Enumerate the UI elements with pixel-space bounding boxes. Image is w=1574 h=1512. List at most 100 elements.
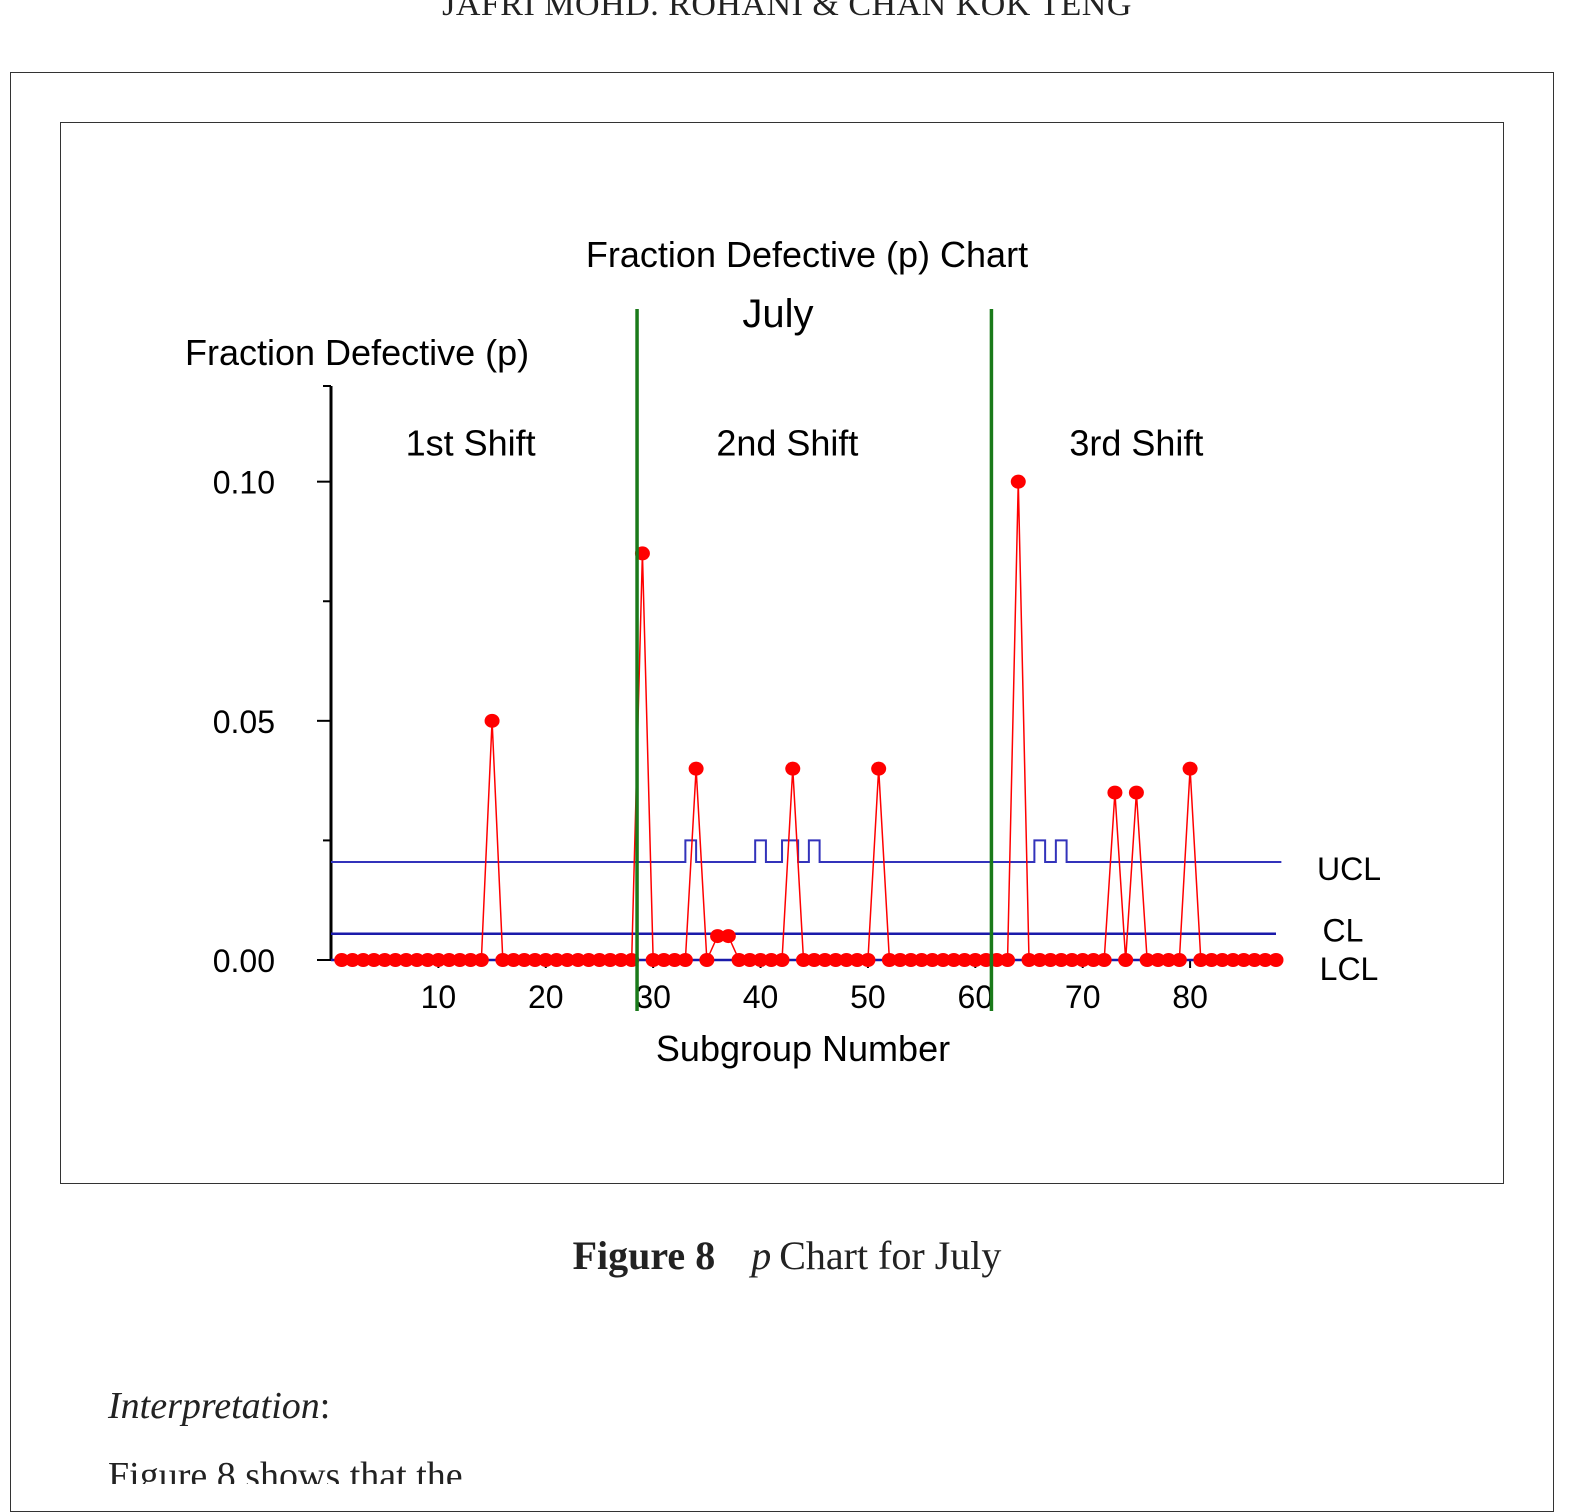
data-point bbox=[667, 953, 683, 967]
data-point bbox=[516, 953, 532, 967]
series-line bbox=[341, 481, 1276, 961]
data-point bbox=[656, 953, 672, 967]
data-point bbox=[785, 761, 801, 776]
data-point bbox=[817, 953, 833, 967]
data-point bbox=[957, 953, 973, 967]
data-point bbox=[409, 953, 425, 967]
caption-text: Chart for July bbox=[779, 1233, 1002, 1278]
shift-label: 1st Shift bbox=[406, 422, 536, 463]
data-point bbox=[924, 953, 940, 967]
data-point bbox=[1053, 953, 1069, 967]
x-tick-label: 20 bbox=[528, 979, 564, 1015]
data-point bbox=[613, 953, 629, 967]
data-point bbox=[366, 953, 382, 967]
p-chart: Fraction Defective (p) Chart July Fracti… bbox=[185, 234, 1381, 1069]
data-point bbox=[549, 953, 565, 967]
body-text-partial: Figure 8 shows that the ... bbox=[108, 1455, 501, 1484]
data-point bbox=[1225, 953, 1241, 967]
x-tick-label: 30 bbox=[635, 979, 671, 1015]
ucl-label: UCL bbox=[1317, 851, 1381, 887]
data-point bbox=[344, 953, 360, 967]
chart-subtitle: July bbox=[742, 292, 813, 336]
data-point bbox=[334, 953, 350, 967]
data-point bbox=[1193, 953, 1209, 967]
data-point bbox=[860, 953, 876, 967]
data-point bbox=[1236, 953, 1252, 967]
data-point bbox=[377, 953, 393, 967]
data-point bbox=[1257, 953, 1273, 967]
data-point bbox=[1107, 785, 1123, 800]
data-point bbox=[602, 953, 618, 967]
data-point bbox=[710, 929, 726, 944]
data-point bbox=[871, 761, 887, 776]
interpretation-colon: : bbox=[319, 1385, 331, 1427]
data-point bbox=[1075, 953, 1091, 967]
data-point bbox=[1032, 953, 1048, 967]
data-point bbox=[774, 953, 790, 967]
x-tick-label: 60 bbox=[958, 979, 994, 1015]
data-point bbox=[398, 953, 414, 967]
y-tick-label: 0.00 bbox=[213, 943, 275, 979]
figure-caption: Figure 8 p Chart for July bbox=[0, 1232, 1574, 1279]
cl-label: CL bbox=[1323, 913, 1364, 949]
data-point bbox=[806, 953, 822, 967]
data-point bbox=[506, 953, 522, 967]
data-point bbox=[731, 953, 747, 967]
data-point bbox=[838, 953, 854, 967]
data-point bbox=[452, 953, 468, 967]
data-point bbox=[1150, 953, 1166, 967]
data-point bbox=[1000, 953, 1016, 967]
x-tick-label: 80 bbox=[1172, 979, 1208, 1015]
x-tick-label: 50 bbox=[850, 979, 886, 1015]
data-point bbox=[1042, 953, 1058, 967]
chart-frame: Fraction Defective (p) Chart July Fracti… bbox=[60, 122, 1504, 1184]
data-point bbox=[849, 953, 865, 967]
data-point bbox=[441, 953, 457, 967]
data-point bbox=[967, 953, 983, 967]
data-point bbox=[935, 953, 951, 967]
x-tick-label: 40 bbox=[743, 979, 779, 1015]
data-point bbox=[463, 953, 479, 967]
data-point bbox=[1064, 953, 1080, 967]
data-point bbox=[527, 953, 543, 967]
data-point bbox=[763, 953, 779, 967]
x-tick-label: 10 bbox=[421, 979, 457, 1015]
y-axis-label: Fraction Defective (p) bbox=[185, 332, 529, 373]
data-point bbox=[484, 713, 500, 728]
running-head: JAFRI MOHD. ROHANI & CHAN KOK TENG bbox=[442, 0, 1132, 23]
caption-p: p bbox=[751, 1233, 772, 1278]
lcl-label: LCL bbox=[1320, 951, 1379, 987]
x-tick-label: 70 bbox=[1065, 979, 1101, 1015]
data-point bbox=[1268, 953, 1284, 967]
data-point bbox=[1096, 953, 1112, 967]
data-point bbox=[828, 953, 844, 967]
data-point bbox=[1182, 761, 1198, 776]
data-point bbox=[495, 953, 511, 967]
data-point bbox=[473, 953, 489, 967]
data-point bbox=[1139, 953, 1155, 967]
data-point bbox=[645, 953, 661, 967]
data-point bbox=[570, 953, 586, 967]
data-point bbox=[538, 953, 554, 967]
shift-label: 3rd Shift bbox=[1069, 422, 1203, 463]
data-point bbox=[914, 953, 930, 967]
data-point bbox=[720, 929, 736, 944]
data-point bbox=[559, 953, 575, 967]
x-axis-label: Subgroup Number bbox=[656, 1028, 950, 1069]
data-point bbox=[1118, 953, 1134, 967]
data-point bbox=[699, 953, 715, 967]
data-point bbox=[892, 953, 908, 967]
data-point bbox=[1010, 474, 1026, 489]
data-point bbox=[881, 953, 897, 967]
data-point bbox=[591, 953, 607, 967]
data-point bbox=[677, 953, 693, 967]
data-point bbox=[1021, 953, 1037, 967]
y-tick-label: 0.10 bbox=[213, 465, 275, 501]
data-point bbox=[753, 953, 769, 967]
data-point bbox=[1214, 953, 1230, 967]
data-point bbox=[1161, 953, 1177, 967]
y-tick-label: 0.05 bbox=[213, 704, 275, 740]
data-point bbox=[1247, 953, 1263, 967]
data-point bbox=[742, 953, 758, 967]
figure-number: Figure 8 bbox=[572, 1233, 716, 1278]
